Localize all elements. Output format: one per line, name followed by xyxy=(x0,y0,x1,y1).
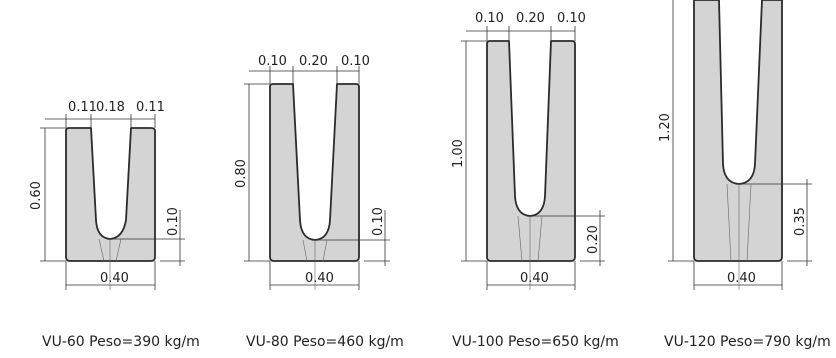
vu-120-bottom-thickness: 0.35 xyxy=(793,207,808,236)
vu-120-profile xyxy=(693,0,783,262)
section-vu-80: 0.10 0.20 0.10 0.80 0.10 0.40 VU-80 Peso… xyxy=(234,54,404,350)
vu-80-top-width-center: 0.20 xyxy=(299,54,328,69)
vu-60-base-width: 0.40 xyxy=(100,271,129,286)
vu-100-base-width: 0.40 xyxy=(520,271,549,286)
vu-120-base-width: 0.40 xyxy=(727,271,756,286)
vu-120-caption: VU-120 Peso=790 kg/m xyxy=(664,334,831,350)
vu-80-base-width: 0.40 xyxy=(305,271,334,286)
vu-100-top-width-left: 0.10 xyxy=(475,11,504,26)
vu-60-top-width-left: 0.11 xyxy=(68,100,97,115)
vu-120-height-label: 1.20 xyxy=(658,113,673,142)
vu-100-profile xyxy=(486,40,576,262)
vu-80-height-label: 0.80 xyxy=(234,159,249,188)
vu-100-top-width-right: 0.10 xyxy=(557,11,586,26)
vu-80-caption: VU-80 Peso=460 kg/m xyxy=(246,334,404,350)
vu-100-top-width-center: 0.20 xyxy=(516,11,545,26)
vu-100-caption: VU-100 Peso=650 kg/m xyxy=(452,334,619,350)
vu-80-profile xyxy=(269,83,360,262)
vu-80-bottom-thickness: 0.10 xyxy=(371,207,386,236)
vu-60-top-width-center: 0.18 xyxy=(96,100,125,115)
vu-60-bottom-thickness: 0.10 xyxy=(166,207,181,236)
vu-100-height-label: 1.00 xyxy=(451,139,466,168)
vu-60-top-width-right: 0.11 xyxy=(136,100,165,115)
section-vu-120: 1.20 0.35 0.40 VU-120 Peso=790 kg/m xyxy=(658,0,831,350)
vu-80-top-width-right: 0.10 xyxy=(341,54,370,69)
section-vu-100: 0.10 0.20 0.10 1.00 0.20 0.40 VU-100 Pes… xyxy=(451,11,619,350)
vu-60-height-label: 0.60 xyxy=(29,181,44,210)
vu-60-caption: VU-60 Peso=390 kg/m xyxy=(42,334,200,350)
vu-80-top-width-left: 0.10 xyxy=(258,54,287,69)
vu-100-bottom-thickness: 0.20 xyxy=(586,225,601,254)
section-vu-60: 0.11 0.18 0.11 0.60 0.10 0.40 VU-60 Peso… xyxy=(29,100,200,350)
vu-60-profile xyxy=(65,127,156,262)
